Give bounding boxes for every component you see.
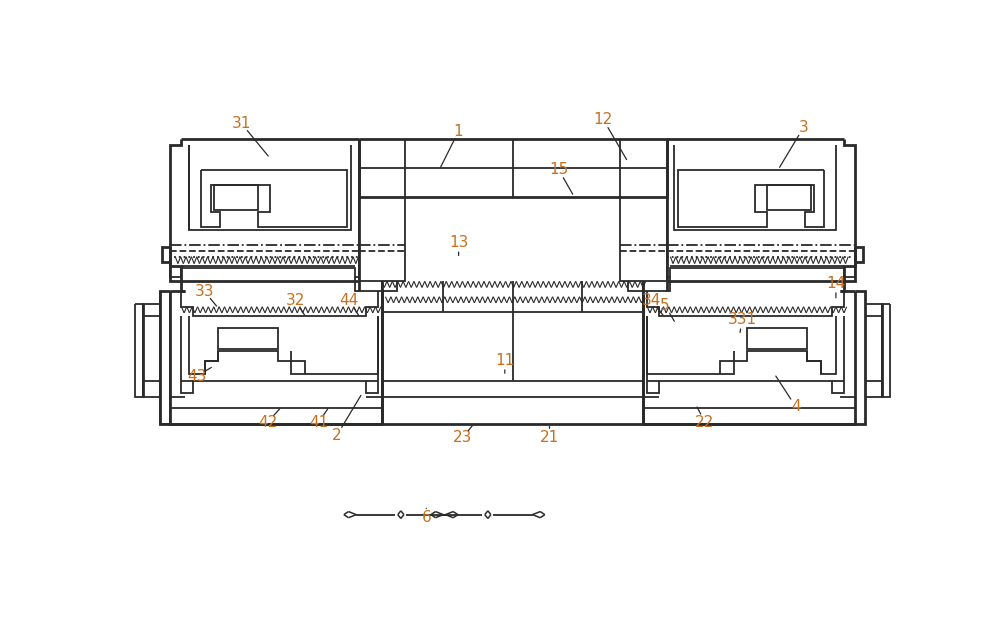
Bar	[218, 328, 278, 349]
Text: 22: 22	[695, 415, 715, 430]
Text: 331: 331	[727, 312, 757, 327]
Text: 12: 12	[594, 112, 613, 127]
Text: 44: 44	[340, 293, 359, 308]
Text: 43: 43	[187, 368, 206, 384]
Text: 21: 21	[540, 430, 559, 445]
Bar	[214, 185, 258, 210]
Text: 42: 42	[258, 415, 277, 430]
Text: 31: 31	[232, 116, 251, 131]
Text: 23: 23	[453, 430, 472, 445]
Text: 6: 6	[421, 510, 431, 526]
Text: 32: 32	[286, 293, 305, 308]
Bar	[747, 328, 807, 349]
Bar	[767, 185, 811, 210]
Text: 14: 14	[826, 276, 846, 291]
Text: 1: 1	[454, 124, 463, 138]
Text: 15: 15	[549, 162, 568, 177]
Text: 33: 33	[195, 284, 214, 299]
Text: 5: 5	[660, 298, 670, 313]
Text: 41: 41	[309, 415, 328, 430]
Text: 11: 11	[495, 353, 514, 368]
Text: 3: 3	[799, 120, 808, 135]
Text: 2: 2	[332, 428, 342, 443]
Text: 34: 34	[641, 293, 661, 308]
Text: 13: 13	[449, 235, 468, 251]
Text: 4: 4	[791, 399, 801, 414]
